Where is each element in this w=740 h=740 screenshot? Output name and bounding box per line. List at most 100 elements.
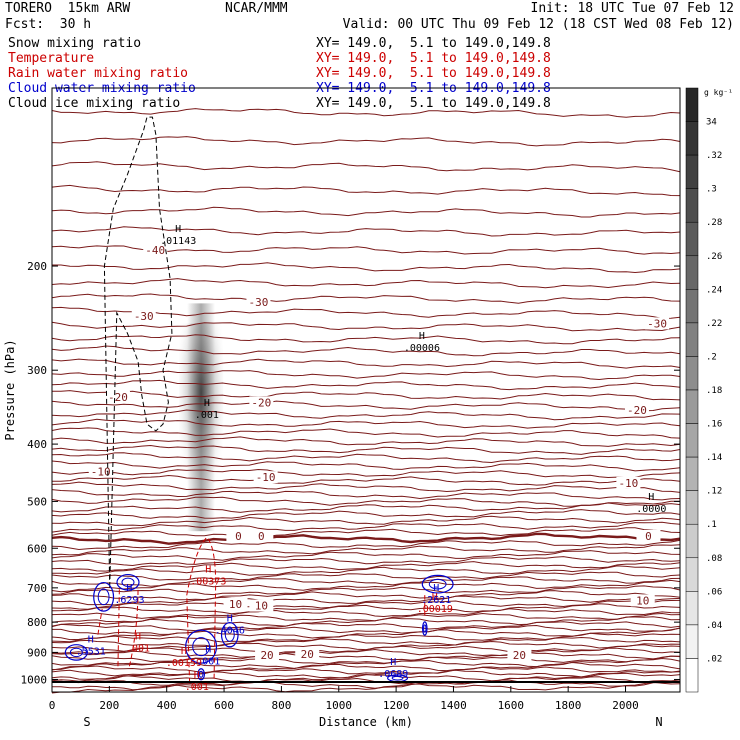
colorbar-swatch [685,87,699,122]
isotherm-label-bg [624,403,649,416]
colorbar-swatch [685,389,699,424]
maximum-value: .001 [185,682,209,693]
colorbar-swatch [685,523,699,559]
colorbar-swatch [685,221,699,257]
temperature-isotherm [52,624,681,635]
temperature-isotherm [51,379,681,391]
maximum-value: .00159 [166,658,202,669]
temperature-isotherm [51,651,681,663]
cloud-water-contour [391,675,404,681]
maximum-marker: H [88,635,94,646]
colorbar-label: .32 [706,151,722,161]
maximum-value: .0000 [636,504,666,515]
cloud-water-contour [421,574,454,594]
temperature-isotherm [51,444,681,455]
isotherm-label-bg [630,594,655,607]
y-tick-label: 1000 [21,673,48,686]
cloud-water-contour [93,581,115,612]
colorbar-label: 34 [706,118,717,128]
colorbar-label: .28 [706,218,722,228]
north-end-label: N [655,715,662,729]
isotherm-label-bg [249,599,274,612]
cloud-water-contour [224,627,235,642]
temperature-isotherm [51,418,681,429]
colorbar-label: .2 [706,352,717,362]
forecast-hour: Fcst: 30 h [5,17,92,32]
valid-time: Valid: 00 UTC Thu 09 Feb 12 (18 CST Wed … [342,17,734,32]
temperature-isotherm [51,206,681,218]
colorbar-label: .04 [706,621,722,631]
isotherm-label-bg [223,597,248,610]
colorbar-swatch [685,121,699,156]
legend-field-xy: XY= 149.0, 5.1 to 149.0,149.8 [316,51,551,66]
temperature-contours: -40 -30 -30 -30 -20 -20 -20 -10 -10 -10 0 0 0 10 10 10 2… [51,108,681,694]
colorbar-label: .24 [706,285,722,295]
temperature-isotherm [51,436,681,447]
temperature-isotherm [51,621,681,632]
colorbar-swatch [685,557,699,592]
cloud-water-contour [220,621,239,648]
cloud-water-contour [185,629,218,664]
temperature-isotherm [51,666,681,677]
cloud-water-contour [192,637,211,657]
temperature-isotherm [51,509,681,519]
x-tick-label: 2000 [612,699,639,712]
temperature-isotherm [51,571,681,581]
isotherm-label-bg [143,244,168,257]
temperature-isotherm [51,515,681,527]
cloud-water-contour [428,578,447,590]
temperature-isotherm [51,489,681,501]
temperature-isotherm [51,521,681,533]
isotherm-label-bg [507,649,532,662]
maximum-value: .00006 [404,343,440,354]
legend-field-xy: XY= 149.0, 5.1 to 149.0,149.8 [316,96,551,111]
temperature-isotherm [51,184,681,197]
south-end-label: S [83,715,90,729]
temperature-isotherm [51,647,681,658]
isotherm-label-bg [255,649,280,662]
temperature-isotherm [51,321,681,332]
temperature-isotherm [51,532,681,545]
x-tick-label: 1200 [383,699,410,712]
colorbar-label: .3 [706,185,717,195]
maximum-value: .00373 [190,577,226,588]
temperature-isotherm [51,468,681,479]
colorbar-unit: g kg⁻¹ [704,88,733,97]
temperature-isotherm [52,262,681,274]
plot-frame [51,87,681,693]
isotherm-label: -10 [91,465,111,478]
x-tick-label: 1400 [440,699,467,712]
isotherm-label: -10 [618,477,638,490]
y-tick-label: 400 [27,438,47,451]
isotherm-label: -20 [108,391,128,404]
legend-field-name: Snow mixing ratio [8,36,142,51]
cloud-water-contour [97,588,110,606]
temperature-isotherm [51,544,681,556]
cloud-water-contour [197,668,206,681]
temperature-isotherm [51,612,681,623]
isotherm-label: 0 [258,530,265,543]
temperature-isotherm [51,409,681,421]
y-tick-label: 600 [27,542,47,555]
colorbar-label: .08 [706,554,722,564]
colorbar-swatch [685,188,699,223]
maximum-value: .00019 [417,604,453,615]
y-tick-label: 500 [27,495,47,508]
x-tick-label: 600 [214,699,234,712]
temperature-isotherm [51,502,681,513]
temperature-isotherm [51,345,681,357]
maximum-marker: H [205,565,211,576]
x-axis-label: Distance (km) [319,715,413,729]
y-tick-label: 700 [27,582,47,595]
temperature-isotherm [51,427,681,439]
temperature-isotherm [52,565,681,576]
isotherm-label: -20 [627,404,647,417]
temperature-isotherm [51,108,681,118]
isotherm-label-bg [105,391,130,404]
isotherm-label: 20 [260,649,273,662]
isotherm-label: 10 [229,598,242,611]
y-tick-label: 900 [27,646,47,659]
cloud-ice-contour [103,116,173,588]
colorbar-swatch [685,658,699,693]
